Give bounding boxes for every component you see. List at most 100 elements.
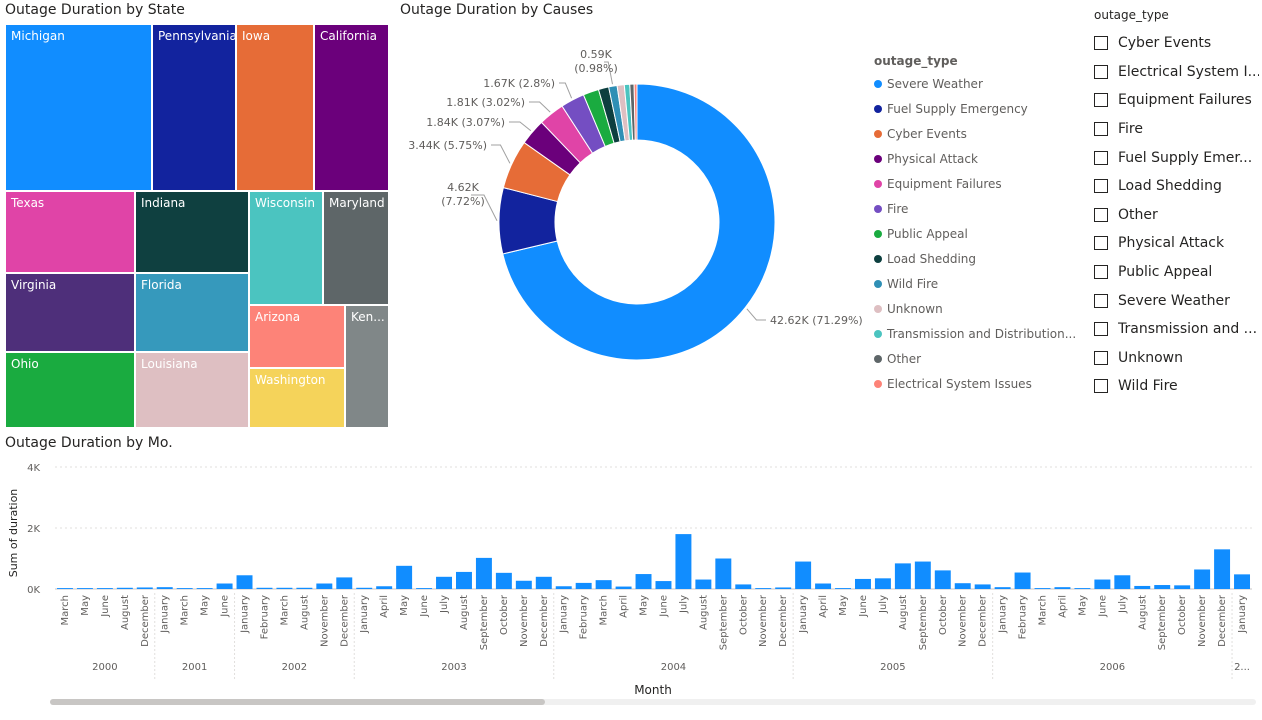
treemap-tile-iowa[interactable]: Iowa: [236, 24, 314, 191]
treemap-tile-indiana[interactable]: Indiana: [135, 191, 249, 273]
legend-item-electrical-system-issues[interactable]: Electrical System Issues: [874, 372, 1086, 397]
slicer-option-equipment-failures[interactable]: Equipment Failures: [1094, 86, 1259, 115]
treemap-tile-louisiana[interactable]: Louisiana: [135, 352, 249, 428]
legend-item-wild-fire[interactable]: Wild Fire: [874, 272, 1086, 297]
checkbox[interactable]: [1094, 379, 1108, 394]
bar[interactable]: [196, 588, 213, 589]
bar[interactable]: [236, 575, 253, 589]
bar[interactable]: [675, 534, 692, 589]
horizontal-scrollbar-thumb[interactable]: [50, 699, 545, 705]
bar[interactable]: [994, 587, 1011, 589]
checkbox[interactable]: [1094, 93, 1108, 108]
legend-item-fuel-supply-emergency[interactable]: Fuel Supply Emergency: [874, 97, 1086, 122]
bar[interactable]: [336, 577, 353, 589]
bar[interactable]: [894, 563, 911, 589]
legend-item-physical-attack[interactable]: Physical Attack: [874, 147, 1086, 172]
bar[interactable]: [296, 587, 313, 589]
legend-item-load-shedding[interactable]: Load Shedding: [874, 247, 1086, 272]
bar[interactable]: [595, 580, 612, 589]
slicer-option-cyber-events[interactable]: Cyber Events: [1094, 29, 1259, 58]
bar[interactable]: [1014, 572, 1031, 589]
bar[interactable]: [1054, 587, 1071, 589]
bar[interactable]: [795, 561, 812, 589]
legend-item-severe-weather[interactable]: Severe Weather: [874, 72, 1086, 97]
bar[interactable]: [755, 588, 772, 589]
bar[interactable]: [735, 584, 752, 589]
slicer-option-physical-attack[interactable]: Physical Attack: [1094, 229, 1259, 258]
legend-item-public-appeal[interactable]: Public Appeal: [874, 222, 1086, 247]
treemap-tile-arizona[interactable]: Arizona: [249, 305, 345, 368]
bar[interactable]: [695, 579, 712, 589]
checkbox[interactable]: [1094, 179, 1108, 194]
treemap-tile-maryland[interactable]: Maryland: [323, 191, 389, 305]
bar[interactable]: [316, 583, 333, 589]
slicer-option-wild-fire[interactable]: Wild Fire: [1094, 372, 1259, 401]
treemap-tile-virginia[interactable]: Virginia: [5, 273, 135, 352]
bar[interactable]: [455, 571, 472, 589]
treemap-tile-pennsylvania[interactable]: Pennsylvania: [152, 24, 236, 191]
bar[interactable]: [495, 572, 512, 589]
treemap-tile-texas[interactable]: Texas: [5, 191, 135, 273]
slicer-option-unknown[interactable]: Unknown: [1094, 344, 1259, 373]
checkbox[interactable]: [1094, 36, 1108, 51]
bar[interactable]: [116, 587, 133, 589]
bar[interactable]: [1214, 549, 1231, 589]
treemap-tile-kentucky[interactable]: Ken...: [345, 305, 389, 428]
bar[interactable]: [615, 586, 632, 589]
bar[interactable]: [276, 587, 293, 589]
bar[interactable]: [635, 574, 652, 589]
bar[interactable]: [815, 583, 832, 589]
slicer-option-severe-weather[interactable]: Severe Weather: [1094, 286, 1259, 315]
checkbox[interactable]: [1094, 236, 1108, 251]
bar[interactable]: [1234, 574, 1251, 589]
bar[interactable]: [376, 586, 393, 589]
bar[interactable]: [515, 580, 532, 589]
bar[interactable]: [954, 583, 971, 589]
bar[interactable]: [715, 558, 732, 590]
legend-item-cyber-events[interactable]: Cyber Events: [874, 122, 1086, 147]
bar[interactable]: [1094, 579, 1111, 589]
bar[interactable]: [1034, 588, 1051, 589]
bar[interactable]: [56, 588, 73, 589]
treemap-tile-michigan[interactable]: Michigan: [5, 24, 152, 191]
bar[interactable]: [535, 576, 552, 589]
treemap-tile-california[interactable]: California: [314, 24, 389, 191]
bar[interactable]: [1174, 585, 1191, 589]
donut-slice-severe-weather[interactable]: [502, 83, 776, 361]
bar[interactable]: [1074, 588, 1091, 589]
bar[interactable]: [974, 584, 991, 589]
slicer-option-public-appeal[interactable]: Public Appeal: [1094, 258, 1259, 287]
slicer-option-transmission-and[interactable]: Transmission and ...: [1094, 315, 1259, 344]
bar[interactable]: [136, 587, 153, 589]
checkbox[interactable]: [1094, 350, 1108, 365]
bar[interactable]: [934, 570, 951, 589]
legend-item-transmission-and-distribution[interactable]: Transmission and Distribution...: [874, 322, 1086, 347]
bar[interactable]: [475, 557, 492, 589]
checkbox[interactable]: [1094, 293, 1108, 308]
bar[interactable]: [1114, 575, 1131, 589]
bar[interactable]: [835, 588, 852, 589]
checkbox[interactable]: [1094, 207, 1108, 222]
checkbox[interactable]: [1094, 122, 1108, 137]
slicer-option-electrical-system-i[interactable]: Electrical System I...: [1094, 58, 1259, 87]
treemap-tile-washington[interactable]: Washington: [249, 368, 345, 428]
legend-item-fire[interactable]: Fire: [874, 197, 1086, 222]
slicer-option-other[interactable]: Other: [1094, 201, 1259, 230]
bar[interactable]: [874, 578, 891, 589]
legend-item-unknown[interactable]: Unknown: [874, 297, 1086, 322]
bar[interactable]: [176, 588, 193, 589]
bar[interactable]: [76, 588, 93, 589]
bar[interactable]: [775, 587, 792, 589]
bar[interactable]: [555, 586, 572, 589]
bar[interactable]: [356, 587, 373, 589]
bar[interactable]: [655, 581, 672, 589]
checkbox[interactable]: [1094, 150, 1108, 165]
bar[interactable]: [96, 588, 113, 589]
bar[interactable]: [1194, 569, 1211, 589]
bar[interactable]: [1134, 585, 1151, 589]
legend-item-other[interactable]: Other: [874, 347, 1086, 372]
bar[interactable]: [436, 576, 453, 589]
treemap-tile-wisconsin[interactable]: Wisconsin: [249, 191, 323, 305]
bar[interactable]: [575, 582, 592, 589]
bar[interactable]: [216, 583, 233, 589]
